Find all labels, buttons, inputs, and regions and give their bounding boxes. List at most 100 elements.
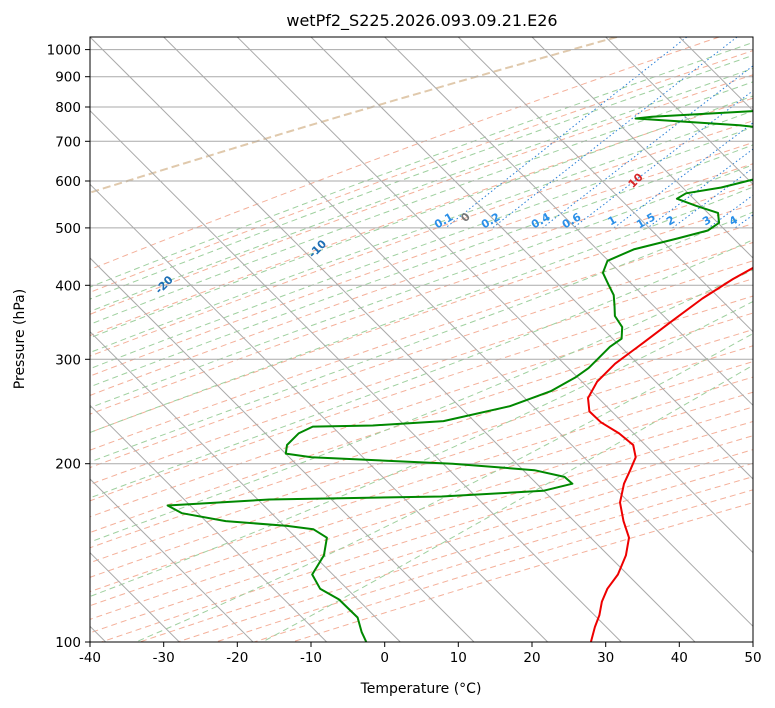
dry-adiabat-line xyxy=(90,361,753,578)
plot-area: TemperatureDewpoint -100-90-80-70-60-50-… xyxy=(90,37,775,642)
dry-adiabat-line xyxy=(90,376,753,593)
dry-adiabat-label: 10 xyxy=(626,170,646,190)
dry-adiabat-line xyxy=(90,260,753,485)
dry-adiabat-label: -20 xyxy=(153,273,176,296)
y-tick-label: 500 xyxy=(55,221,81,237)
moist-adiabat-line xyxy=(90,239,753,499)
dry-adiabat-line xyxy=(90,163,753,396)
dry-adiabat-line xyxy=(90,142,753,377)
chart-title: wetPf2_S225.2026.093.09.21.E26 xyxy=(286,11,557,31)
mixing-ratio-line xyxy=(542,65,753,229)
moist-adiabat-line xyxy=(90,95,753,339)
isotherm-line xyxy=(310,37,753,480)
mixing-ratio-label: 4 xyxy=(727,213,740,228)
y-tick-label: 100 xyxy=(55,635,81,651)
y-tick-label: 200 xyxy=(55,457,81,473)
isotherm-line xyxy=(752,37,753,38)
mixing-ratio-line xyxy=(734,214,753,229)
dry-adiabat-line xyxy=(90,183,753,415)
plot-frame xyxy=(89,36,754,643)
moist-adiabat-line xyxy=(90,110,753,354)
isotherm-line xyxy=(90,183,549,642)
dry-adiabat-line xyxy=(101,435,753,642)
x-tick-label: -40 xyxy=(79,650,101,666)
pressure-gridlines xyxy=(90,49,753,642)
isotherm-line xyxy=(90,478,254,642)
dry-adiabat-line xyxy=(90,223,753,451)
isotherm-line xyxy=(90,404,328,642)
x-axis-label: Temperature (°C) xyxy=(360,681,482,697)
profile-series: TemperatureDewpoint xyxy=(166,110,753,642)
x-tick-label: 0 xyxy=(380,650,389,666)
mixing-ratio-label: 2 xyxy=(664,213,677,228)
isotherm-line xyxy=(90,330,401,642)
dry-adiabat-line xyxy=(90,203,753,433)
isotherms xyxy=(90,37,753,642)
y-axis-ticks: 1000 900 800 700 600 500 400 300 200 100 xyxy=(47,43,90,651)
y-tick-label: 1000 xyxy=(47,43,81,59)
x-tick-label: 50 xyxy=(744,650,761,666)
y-tick-label: 900 xyxy=(55,70,81,86)
x-tick-label: -10 xyxy=(300,650,322,666)
isotherm-line xyxy=(531,37,753,259)
mixing-ratio-line xyxy=(572,90,753,229)
y-tick-label: 800 xyxy=(55,100,81,116)
moist-adiabat-line xyxy=(135,333,753,642)
dry-adiabat-line xyxy=(90,97,753,337)
moist-adiabats xyxy=(90,37,753,642)
dry-adiabat-line xyxy=(90,37,720,271)
dry-adiabat-line xyxy=(90,241,753,469)
isotherm-line xyxy=(605,37,753,186)
moist-adiabat-line xyxy=(90,41,753,288)
dry-adiabat-line xyxy=(90,312,753,534)
dry-adiabat-line xyxy=(90,120,753,357)
dry-adiabat-line xyxy=(90,278,753,502)
mixing-ratio-line xyxy=(492,37,738,229)
isotherm-line xyxy=(90,37,696,642)
dry-adiabat-line xyxy=(90,295,753,518)
moist-adiabat-line xyxy=(90,54,753,300)
dry-adiabat-line xyxy=(90,50,753,293)
moist-adiabat-line xyxy=(90,186,753,434)
dry-adiabat-line xyxy=(177,462,753,642)
moist-adiabat-line xyxy=(90,126,753,370)
moist-adiabat-line xyxy=(90,81,753,325)
moist-adiabat-line xyxy=(90,211,753,463)
mixing-ratio-label: 6 xyxy=(766,213,775,228)
y-axis-label: Pressure (hPa) xyxy=(12,289,28,389)
dry-adiabat-label: 0 xyxy=(458,210,473,225)
moist-adiabat-line xyxy=(90,67,753,313)
dry-adiabat-line xyxy=(90,391,753,607)
dry-adiabats xyxy=(90,37,753,642)
dry-adiabat-line xyxy=(90,329,753,549)
x-tick-label: 40 xyxy=(671,650,688,666)
y-tick-label: 300 xyxy=(55,352,81,368)
temperature-profile-line: Temperature xyxy=(587,266,753,642)
y-tick-label: 400 xyxy=(55,278,81,294)
y-tick-label: 700 xyxy=(55,134,81,150)
x-axis-ticks: -40 -30 -20 -10 0 10 20 30 40 50 xyxy=(79,642,762,666)
isotherm-line xyxy=(384,37,753,407)
isotherm-line xyxy=(457,37,753,333)
moist-adiabat-line xyxy=(262,364,753,642)
moist-adiabat-line xyxy=(90,300,753,597)
moist-adiabat-line xyxy=(90,144,753,388)
dry-adiabat-line xyxy=(90,74,753,315)
moist-adiabat-line xyxy=(90,269,753,543)
reference-adiabat-line xyxy=(90,37,618,194)
x-tick-label: 30 xyxy=(597,650,614,666)
isotherm-line xyxy=(163,37,753,628)
y-tick-label: 600 xyxy=(55,174,81,190)
x-tick-label: 10 xyxy=(450,650,467,666)
isotherm-line xyxy=(90,109,622,642)
x-tick-label: -30 xyxy=(153,650,175,666)
isotherm-line xyxy=(678,37,753,112)
isotherm-line xyxy=(90,257,475,642)
moist-adiabat-line xyxy=(90,164,753,409)
x-tick-label: -20 xyxy=(226,650,248,666)
dry-adiabat-line xyxy=(90,345,753,564)
x-tick-label: 20 xyxy=(523,650,540,666)
dewpoint-profile-line: Dewpoint xyxy=(166,110,753,642)
